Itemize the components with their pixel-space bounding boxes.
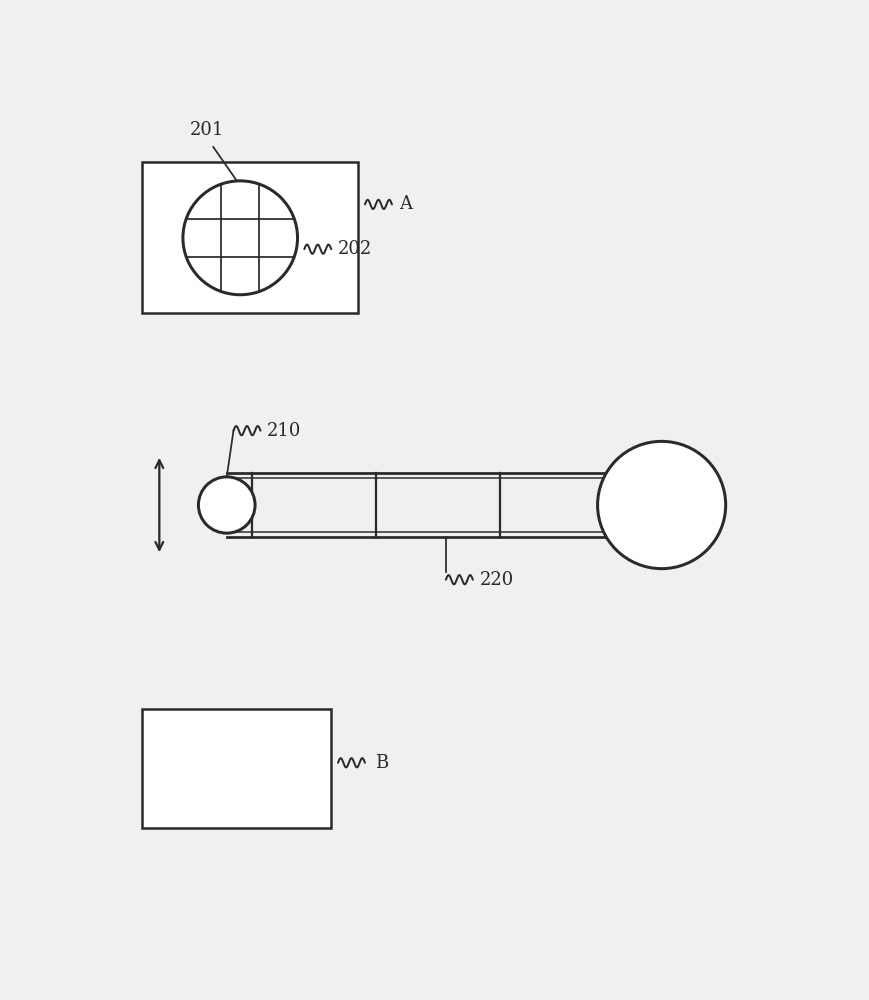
Ellipse shape [182,181,297,295]
Text: 201: 201 [189,121,223,139]
Text: B: B [375,754,388,772]
Ellipse shape [198,477,255,533]
Text: 202: 202 [337,240,372,258]
Text: 220: 220 [479,571,514,589]
Bar [143,162,358,312]
Ellipse shape [597,441,725,569]
Bar [143,709,331,828]
Text: A: A [398,195,411,213]
Text: 210: 210 [267,422,302,440]
